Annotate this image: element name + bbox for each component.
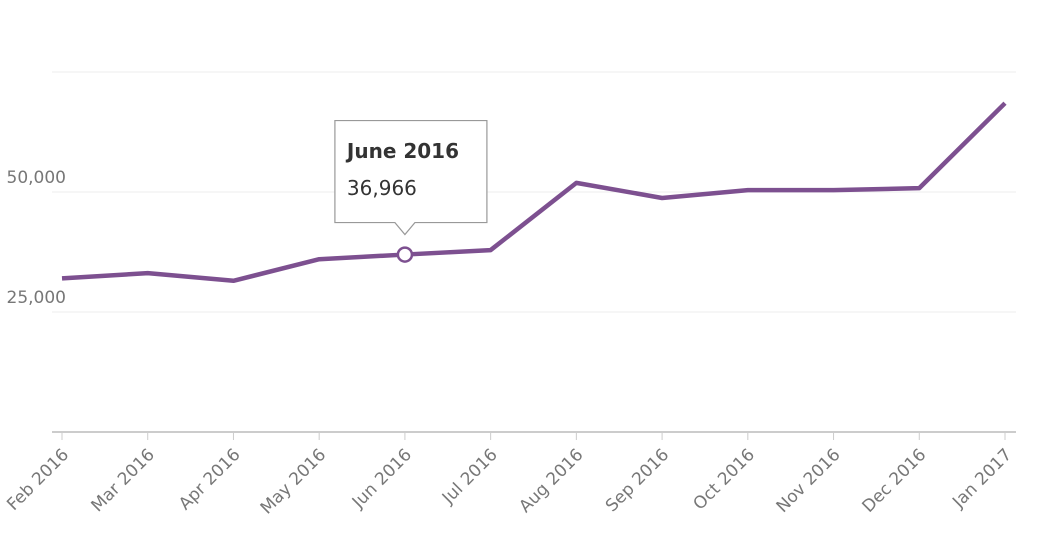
x-tick-label: Mar 2016 (88, 445, 159, 516)
x-tick-label: Jul 2016 (438, 445, 502, 509)
x-tick-label: Dec 2016 (859, 445, 931, 517)
hover-point (396, 246, 414, 263)
tooltip-title: June 2016 (345, 139, 459, 163)
tooltip: June 2016 36,966 (334, 119, 488, 236)
x-tick-label: Feb 2016 (3, 445, 73, 515)
x-tick-label: Oct 2016 (690, 445, 759, 514)
x-tick-label: May 2016 (257, 445, 330, 518)
tooltip-box (334, 119, 488, 236)
x-tick-label: Jun 2016 (348, 445, 416, 513)
x-tick-label: Apr 2016 (175, 445, 244, 514)
x-tick-label: Sep 2016 (602, 445, 673, 516)
tooltip-value: 36,966 (347, 176, 417, 200)
x-tick-label: Nov 2016 (773, 445, 845, 517)
line (61, 101, 1007, 284)
x-tick-label: Jan 2017 (948, 445, 1016, 513)
y-tick-label: 50,000 (7, 168, 66, 188)
y-tick-label: 25,000 (7, 288, 66, 308)
x-tick-label: Aug 2016 (515, 445, 587, 517)
